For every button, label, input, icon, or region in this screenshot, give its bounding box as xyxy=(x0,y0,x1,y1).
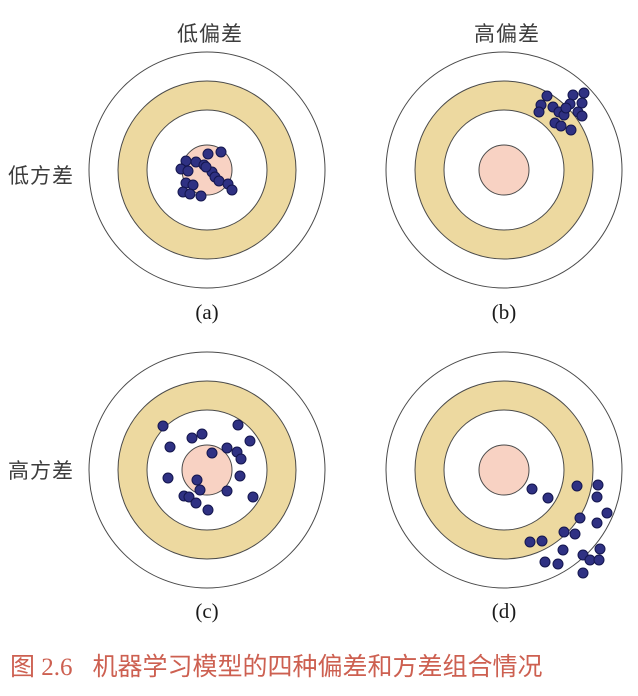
prediction-dot xyxy=(541,90,553,102)
prediction-dot xyxy=(247,491,259,503)
prediction-dot xyxy=(571,480,583,492)
prediction-dot xyxy=(202,504,214,516)
prediction-dot xyxy=(560,102,572,114)
prediction-dot xyxy=(187,179,199,191)
prediction-dot xyxy=(226,184,238,196)
prediction-dot xyxy=(221,442,233,454)
prediction-dot xyxy=(533,106,545,118)
prediction-dot xyxy=(234,470,246,482)
prediction-dot xyxy=(157,420,169,432)
prediction-dot xyxy=(191,474,203,486)
prediction-dot xyxy=(221,485,233,497)
bullseye-center xyxy=(478,144,530,196)
prediction-dot xyxy=(200,161,212,173)
prediction-dot xyxy=(593,554,605,566)
prediction-dot xyxy=(557,544,569,556)
prediction-dot xyxy=(184,188,196,200)
figure-caption-number: 图 2.6 xyxy=(10,654,73,681)
prediction-dot xyxy=(565,124,577,136)
prediction-dot xyxy=(202,148,214,160)
prediction-dot xyxy=(578,87,590,99)
row-header-low-variance: 低方差 xyxy=(8,164,74,188)
prediction-dot xyxy=(213,175,225,187)
row-header-high-variance: 高方差 xyxy=(8,459,74,483)
target-a xyxy=(88,51,326,289)
prediction-dot xyxy=(206,447,218,459)
prediction-dot xyxy=(591,491,603,503)
target-label-d: (d) xyxy=(491,599,517,623)
prediction-dot xyxy=(162,472,174,484)
target-label-a: (a) xyxy=(195,300,219,324)
target-label-b: (b) xyxy=(491,300,517,324)
figure-caption-text: 机器学习模型的四种偏差和方差组合情况 xyxy=(92,654,543,681)
target-b xyxy=(385,51,623,289)
prediction-dot xyxy=(244,435,256,447)
target-d xyxy=(385,351,623,589)
prediction-dot xyxy=(182,165,194,177)
prediction-dot xyxy=(569,528,581,540)
prediction-dot xyxy=(592,479,604,491)
figure-caption: 图 2.6 机器学习模型的四种偏差和方差组合情况 xyxy=(10,647,543,683)
prediction-dot xyxy=(567,89,579,101)
prediction-dot xyxy=(552,558,564,570)
prediction-dot xyxy=(235,453,247,465)
prediction-dot xyxy=(215,146,227,158)
prediction-dot xyxy=(164,441,176,453)
prediction-dot xyxy=(576,97,588,109)
prediction-dot xyxy=(194,484,206,496)
prediction-dot xyxy=(195,190,207,202)
column-header-low-bias: 低偏差 xyxy=(177,22,243,46)
target-c xyxy=(88,351,326,589)
bullseye-center xyxy=(478,444,530,496)
target-label-c: (c) xyxy=(195,599,219,623)
prediction-dot xyxy=(594,543,606,555)
prediction-dot xyxy=(196,428,208,440)
prediction-dot xyxy=(536,535,548,547)
prediction-dot xyxy=(542,492,554,504)
prediction-dot xyxy=(190,497,202,509)
prediction-dot xyxy=(577,567,589,579)
prediction-dot xyxy=(558,526,570,538)
prediction-dot xyxy=(591,517,603,529)
prediction-dot xyxy=(183,491,195,503)
prediction-dot xyxy=(524,536,536,548)
prediction-dot xyxy=(574,512,586,524)
prediction-dot xyxy=(526,483,538,495)
prediction-dot xyxy=(576,110,588,122)
prediction-dot xyxy=(539,556,551,568)
prediction-dot xyxy=(232,419,244,431)
column-header-high-bias: 高偏差 xyxy=(474,22,540,46)
prediction-dot xyxy=(555,120,567,132)
prediction-dot xyxy=(186,432,198,444)
prediction-dot xyxy=(601,507,613,519)
